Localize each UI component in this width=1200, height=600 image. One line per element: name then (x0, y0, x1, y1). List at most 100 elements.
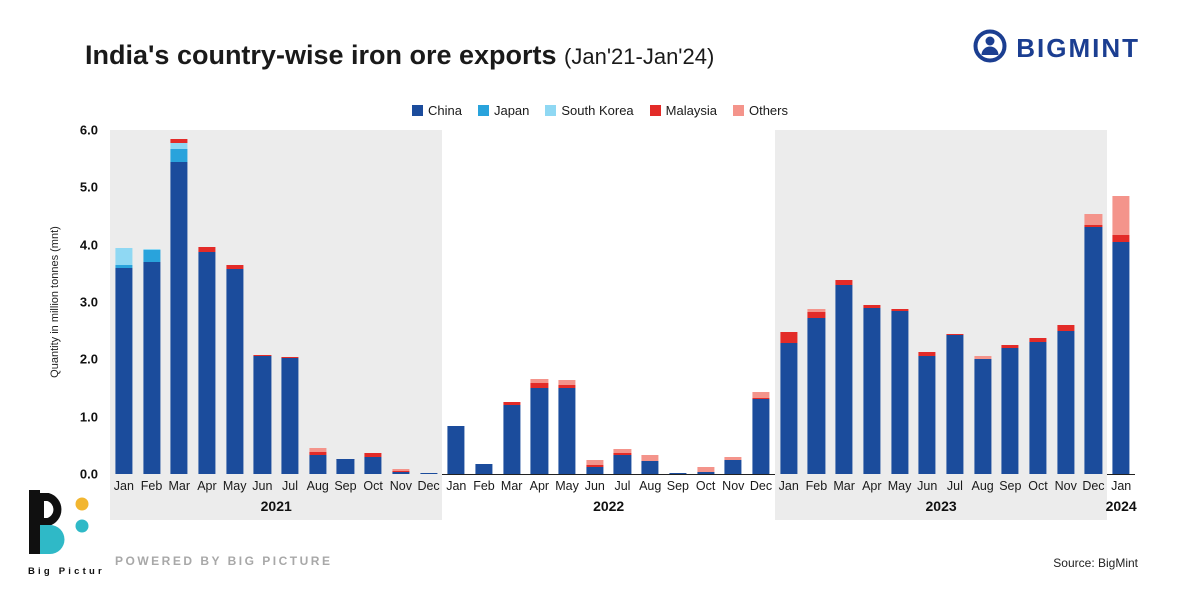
stacked-bar (253, 130, 271, 474)
month-label: Oct (695, 479, 716, 493)
legend-item-others: Others (732, 103, 788, 118)
bar-segment-others (1112, 195, 1130, 235)
month-label: Sep (999, 479, 1022, 493)
bar-segment-malaysia (863, 304, 881, 308)
stacked-bar (309, 130, 327, 474)
month-label: Aug (639, 479, 662, 493)
stacked-bar (142, 130, 161, 474)
year-label-2021: 2021 (260, 498, 292, 514)
month-label: Sep (334, 479, 357, 493)
month-slot: Apr (858, 130, 886, 493)
month-slot: Sep (664, 130, 692, 493)
bar-segment-china (918, 356, 936, 474)
stacked-bar (752, 130, 770, 474)
y-tick-label: 2.0 (79, 351, 98, 367)
bar-segment-others (1084, 214, 1103, 225)
bar-segment-china (447, 425, 465, 474)
legend-label: Others (748, 103, 788, 118)
stacked-bar (281, 130, 299, 474)
month-label: Jul (614, 479, 631, 493)
month-label: Apr (197, 479, 217, 493)
month-slot: Mar (165, 130, 193, 493)
stacked-bar (807, 130, 825, 474)
bar-segment-china (336, 459, 355, 474)
bar-segment-malaysia (170, 138, 188, 144)
bar-segment-others (309, 448, 327, 453)
stacked-bar (419, 130, 438, 474)
bar-segment-malaysia (226, 265, 244, 269)
month-label: Mar (168, 479, 190, 493)
month-slot: Aug (636, 130, 664, 493)
month-label: Dec (417, 479, 440, 493)
bigmint-logo: BIGMINT (972, 28, 1140, 69)
stacked-bar (697, 130, 715, 474)
month-label: Feb (140, 479, 163, 493)
bar-segment-china (364, 456, 382, 474)
legend-swatch (477, 105, 489, 116)
stacked-bar (198, 130, 216, 474)
month-slot: Dec (1080, 130, 1108, 493)
bar-segment-south-korea (170, 143, 188, 149)
month-slot: Sep (332, 130, 360, 493)
month-label: Jan (446, 479, 467, 493)
month-slot: Oct (359, 130, 387, 493)
bar-segment-china (613, 455, 632, 474)
big-picture-logo-text: Big Picture (28, 566, 104, 577)
month-slot: Nov (1052, 130, 1080, 493)
month-label: Jul (282, 479, 299, 493)
legend-swatch (412, 105, 423, 116)
bar-segment-china (475, 464, 493, 474)
bar-segment-malaysia (558, 384, 576, 388)
legend-item-south-korea: South Korea (545, 103, 634, 118)
bar-segment-china (558, 388, 576, 474)
bar-segment-china (586, 466, 604, 474)
month-label: Aug (971, 479, 994, 493)
bar-segment-china (641, 461, 659, 474)
legend-swatch (545, 105, 557, 116)
month-label: Mar (833, 479, 855, 493)
bar-segment-malaysia (336, 458, 355, 460)
month-slot: Jan (1107, 130, 1135, 493)
month-label: Mar (500, 479, 523, 493)
stacked-bar (1057, 130, 1075, 474)
month-slot: Feb (803, 130, 831, 493)
bar-segment-china (697, 471, 715, 474)
bar-segment-malaysia (1084, 224, 1103, 228)
stacked-bar (863, 130, 881, 474)
stacked-bar (530, 130, 548, 474)
month-slot: Nov (387, 130, 415, 493)
bar-segment-china (253, 356, 271, 474)
powered-by-text: POWERED BY BIG PICTURE (115, 554, 333, 568)
month-label: Jun (584, 479, 605, 493)
bar-segment-china (974, 359, 992, 474)
month-label: Feb (473, 479, 495, 493)
bar-segment-malaysia (613, 453, 632, 456)
month-slot: May (886, 130, 914, 493)
year-band-2021 (110, 130, 443, 520)
bar-segment-malaysia (1112, 234, 1130, 242)
stacked-bar (1112, 130, 1130, 474)
legend-item-china: China (412, 103, 462, 118)
y-tick-label: 4.0 (79, 237, 98, 253)
legend-label: South Korea (561, 103, 634, 118)
bar-segment-malaysia (918, 351, 936, 357)
bar-segment-malaysia (807, 312, 825, 319)
plot-area: 2021 2022 2023 2024 0.0 1.0 2.0 3.0 4.0 5.0 6.0 Jan… (80, 123, 1137, 520)
bigmint-wordmark: BIGMINT (1016, 33, 1140, 63)
stacked-bar (447, 130, 465, 474)
bar-segment-japan (170, 148, 188, 162)
stacked-bar (890, 130, 909, 474)
bar-segment-malaysia (1001, 345, 1019, 348)
month-slot: Aug (969, 130, 997, 493)
year-label-2024: 2024 (1105, 498, 1137, 514)
bar-segment-china (419, 472, 438, 474)
bar-segment-china (807, 318, 825, 474)
bar-segment-china (226, 268, 244, 474)
month-label: Oct (363, 479, 383, 493)
month-label: Jul (946, 479, 963, 493)
bar-segment-others (530, 378, 548, 384)
stacked-bar (780, 130, 798, 474)
stacked-bar (115, 130, 133, 474)
bar-segment-others (613, 448, 632, 454)
bar-segment-china (946, 335, 964, 474)
